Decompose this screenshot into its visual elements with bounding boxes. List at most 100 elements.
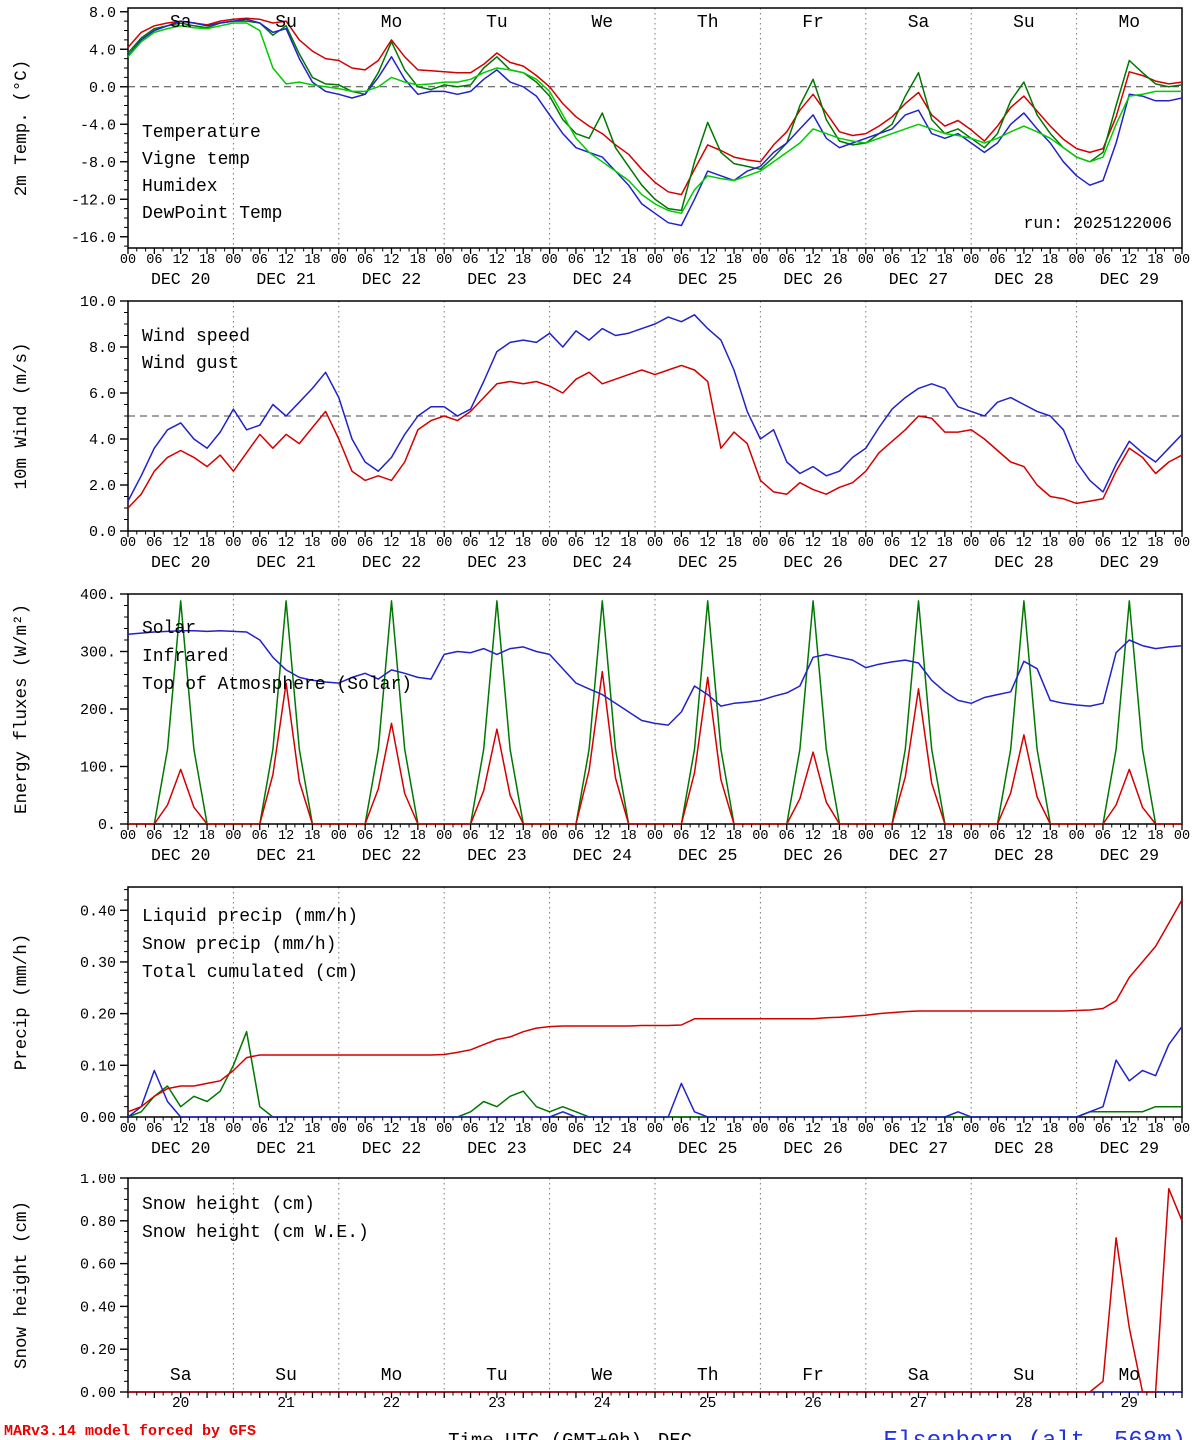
hour-tick-label: 12 [805,253,821,268]
date-label: DEC 24 [573,270,633,289]
weekday-label: Th [697,13,719,33]
y-tick-label: 0.60 [80,1257,116,1274]
energy-fluxes-chart: 400. 300. 200. 100. 0. 00 06 12 18 00 06 12 18 00 06 12… [12,587,1190,865]
legend-item-vigne-temp: Vigne temp [142,150,250,170]
midnight-gridlines [232,594,1078,824]
hour-tick-label: 12 [1016,1122,1032,1137]
hour-tick-label: 12 [910,253,926,268]
weekday-label: Sa [908,1366,930,1386]
y-tick-label: 4.0 [89,432,116,449]
hour-tick-label: 06 [673,253,689,268]
hour-tick-label: 18 [831,829,847,844]
y-tick-label: 8.0 [89,340,116,357]
credit-line-1: MARv3.14 model forced by GFS [4,1422,257,1440]
day-number-label: 25 [699,1396,716,1412]
run-label: run: 2025122006 [1023,214,1172,233]
date-label: DEC 21 [256,846,316,865]
hour-tick-label: 00 [752,1122,768,1137]
hour-tick-label: 12 [1121,253,1137,268]
date-label: DEC 25 [678,553,737,572]
hour-tick-label: 06 [779,536,795,551]
hour-tick-label: 18 [1148,829,1164,844]
hour-tick-label: 12 [910,829,926,844]
date-label: DEC 28 [994,1139,1053,1158]
legend-item-humidex: Humidex [142,177,218,197]
hour-tick-label: 12 [383,1122,399,1137]
hour-tick-label: 12 [700,1122,716,1137]
hour-tick-label: 06 [989,253,1005,268]
y-axis: 10.0 8.0 6.0 4.0 2.0 0.0 [80,294,128,541]
hour-tick-label: 12 [173,1122,189,1137]
hour-tick-label: 12 [1016,536,1032,551]
hour-tick-label: 18 [199,1122,215,1137]
hour-tick-label: 00 [1068,1122,1084,1137]
date-label: DEC 28 [994,270,1053,289]
weekday-label: Su [1013,1366,1035,1386]
hour-tick-label: 00 [120,1122,136,1137]
hour-tick-label: 18 [410,1122,426,1137]
2m-temperature-chart: 8.0 4.0 0.0 -4.0 -8.0 -12.0 -16.0 00 06 12 18 00 06 1… [12,5,1190,289]
hour-tick-label: 18 [937,536,953,551]
hour-tick-label: 00 [752,829,768,844]
day-number-label: 28 [1015,1396,1032,1412]
day-number-label: 22 [383,1396,400,1412]
hour-tick-label: 18 [937,253,953,268]
y-axis-title: Snow height (cm) [12,1201,32,1369]
hour-tick-label: 00 [1174,536,1190,551]
hour-tick-label: 00 [1174,253,1190,268]
legend: Wind speed Wind gust [142,327,250,374]
y-tick-label: -4.0 [80,117,116,134]
hour-tick-label: 18 [621,536,637,551]
hour-tick-label: 06 [1095,536,1111,551]
weekday-labels: Sa Su Mo Tu We Th Fr Sa Su Mo [170,1366,1140,1386]
hour-tick-label: 00 [963,1122,979,1137]
weekday-labels: Sa Su Mo Tu We Th Fr Sa Su Mo [170,13,1140,33]
date-label: DEC 28 [994,553,1053,572]
hour-tick-label: 06 [884,253,900,268]
hour-tick-label: 00 [858,253,874,268]
time-label: Time UTC (GMT+0h) [448,1430,642,1440]
y-axis: 1.00 0.80 0.60 0.40 0.20 0.00 [80,1171,128,1402]
hour-tick-label: 00 [858,829,874,844]
hour-tick-label: 06 [146,829,162,844]
legend-item-liquid-precip-mm-h: Liquid precip (mm/h) [142,907,358,927]
hour-tick-label: 00 [1068,253,1084,268]
midnight-gridlines [232,1178,1078,1392]
date-label: DEC 29 [1100,270,1159,289]
hour-tick-label: 18 [1042,1122,1058,1137]
hour-tick-label: 12 [383,253,399,268]
hour-tick-label: 12 [594,829,610,844]
hour-tick-label: 18 [410,253,426,268]
hour-tick-label: 00 [436,253,452,268]
hour-tick-label: 06 [779,1122,795,1137]
midnight-gridlines [232,8,1078,248]
weekday-label: We [591,1366,613,1386]
y-tick-label: 4.0 [89,42,116,59]
weekday-label: Mo [1118,13,1140,33]
hour-tick-label: 12 [173,253,189,268]
hour-tick-label: 12 [278,536,294,551]
hour-tick-label: 00 [541,1122,557,1137]
series-vigne-temp [127,20,1183,212]
series-dewpoint-temp [127,22,1182,215]
date-label: DEC 28 [994,846,1053,865]
y-axis: 400. 300. 200. 100. 0. [80,587,128,834]
precipitation-chart: 0.40 0.30 0.20 0.10 0.00 00 06 12 18 00 06 12 18 00 06… [12,886,1190,1158]
y-tick-label: 8.0 [89,5,116,22]
hour-tick-label: 00 [225,829,241,844]
legend-item-infrared: Infrared [142,647,228,667]
hour-tick-label: 12 [594,536,610,551]
y-tick-label: 0.40 [80,903,116,920]
y-tick-label: 0.40 [80,1299,116,1316]
hour-tick-label: 12 [489,253,505,268]
date-label: DEC 21 [256,553,316,572]
hour-tick-label: 00 [541,253,557,268]
hour-tick-label: 18 [726,253,742,268]
weekday-label: Mo [1118,1366,1140,1386]
hour-tick-label: 06 [673,829,689,844]
legend-item-solar: Solar [142,619,196,639]
legend: Snow height (cm) Snow height (cm W.E.) [142,1195,369,1243]
hour-tick-label: 00 [331,536,347,551]
y-tick-label: 0.80 [80,1214,116,1231]
y-tick-label: 200. [80,702,116,719]
